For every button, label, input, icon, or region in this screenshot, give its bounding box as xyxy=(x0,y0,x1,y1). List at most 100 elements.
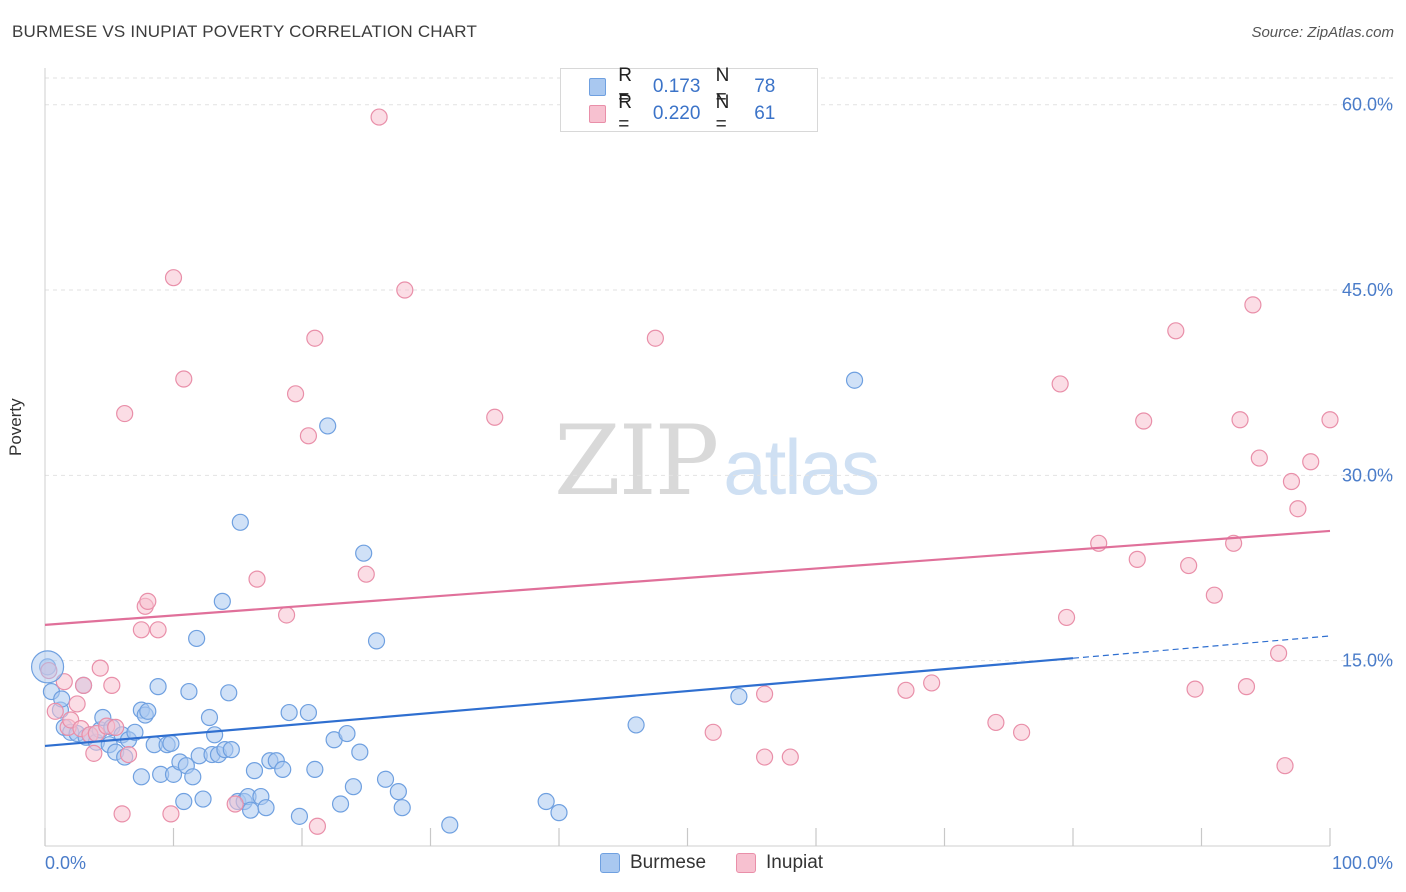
point-inupiat xyxy=(132,621,150,639)
legend-label-burmese: Burmese xyxy=(630,852,707,873)
point-inupiat xyxy=(1244,296,1262,314)
point-inupiat xyxy=(162,805,180,823)
point-burmese xyxy=(184,768,202,786)
point-burmese xyxy=(306,760,324,779)
point-burmese xyxy=(139,702,157,720)
x-tick-label-max: 100.0% xyxy=(1332,853,1393,873)
point-inupiat xyxy=(1269,644,1288,662)
point-burmese xyxy=(280,703,298,722)
point-inupiat xyxy=(646,329,664,347)
point-inupiat xyxy=(286,385,305,403)
point-burmese xyxy=(206,726,224,744)
point-burmese xyxy=(550,804,568,822)
legend-label-inupiat: Inupiat xyxy=(766,852,824,873)
point-inupiat xyxy=(149,621,167,639)
point-inupiat xyxy=(1135,412,1153,430)
point-inupiat xyxy=(1051,375,1069,393)
watermark-atlas: atlas xyxy=(723,423,880,511)
y-tick-label: 45.0% xyxy=(1342,280,1393,300)
point-inupiat xyxy=(755,685,774,703)
watermark-zip: ZIP xyxy=(554,405,719,517)
x-ticks xyxy=(44,828,1331,846)
point-burmese xyxy=(441,816,459,834)
point-burmese xyxy=(220,684,238,702)
point-inupiat xyxy=(164,269,183,287)
point-burmese xyxy=(376,770,395,788)
point-burmese xyxy=(290,807,309,825)
legend-n-value: 61 xyxy=(754,103,776,124)
point-inupiat xyxy=(74,676,93,694)
point-burmese xyxy=(299,703,318,722)
point-inupiat xyxy=(306,329,324,347)
y-tick-label: 15.0% xyxy=(1342,651,1393,671)
point-inupiat xyxy=(91,659,109,677)
point-burmese xyxy=(126,723,144,741)
point-inupiat xyxy=(1057,608,1076,627)
point-burmese xyxy=(319,417,337,435)
point-inupiat xyxy=(46,702,64,720)
point-inupiat xyxy=(1180,556,1198,575)
point-burmese xyxy=(245,762,264,780)
data-points xyxy=(30,108,1339,835)
point-burmese xyxy=(367,632,386,650)
x-tick-label-min: 0.0% xyxy=(45,853,86,873)
point-burmese xyxy=(188,629,206,648)
point-burmese xyxy=(242,801,260,819)
point-burmese xyxy=(389,783,407,801)
trend-line-burmese xyxy=(44,657,1074,748)
point-inupiat xyxy=(1321,411,1339,429)
chart-title: BURMESE VS INUPIAT POVERTY CORRELATION C… xyxy=(12,22,478,41)
legend-row-burmese: R = 0.173 N = 78 xyxy=(589,65,817,108)
point-burmese xyxy=(537,792,555,811)
legend-item-inupiat: Inupiat xyxy=(736,852,823,874)
point-burmese xyxy=(257,799,275,817)
point-burmese xyxy=(730,687,748,706)
point-inupiat xyxy=(103,676,121,694)
legend-swatch-inupiat xyxy=(589,105,607,123)
legend-n-label: N = xyxy=(715,65,730,108)
point-inupiat xyxy=(1186,680,1204,698)
point-inupiat xyxy=(1128,550,1146,568)
legend-r-label: R = xyxy=(618,65,632,108)
point-burmese xyxy=(355,544,373,562)
point-inupiat xyxy=(175,370,193,388)
point-burmese xyxy=(213,592,231,610)
legend-r-value: 0.173 xyxy=(652,76,701,97)
point-burmese xyxy=(845,371,864,389)
legend-swatch-burmese xyxy=(600,853,620,873)
legend-r-label: R = xyxy=(618,92,632,135)
point-inupiat xyxy=(704,723,722,741)
point-inupiat xyxy=(248,570,266,588)
trend-lines xyxy=(44,529,1331,748)
point-inupiat xyxy=(68,695,86,713)
source-label: Source: ZipAtlas.com xyxy=(1251,24,1394,41)
legend-item-burmese: Burmese xyxy=(600,852,706,874)
point-burmese xyxy=(338,724,356,743)
point-inupiat xyxy=(308,817,327,835)
point-burmese xyxy=(393,799,411,817)
point-inupiat xyxy=(139,592,157,610)
point-burmese xyxy=(180,682,198,701)
point-burmese xyxy=(627,716,645,734)
legend-row-inupiat: R = 0.220 N = 61 xyxy=(589,92,817,135)
point-inupiat xyxy=(1282,472,1301,491)
watermark: ZIPatlas xyxy=(554,405,880,517)
point-inupiat xyxy=(897,681,915,699)
point-burmese xyxy=(200,708,219,727)
point-inupiat xyxy=(987,713,1005,732)
point-inupiat xyxy=(277,606,296,624)
y-tick-label: 60.0% xyxy=(1342,95,1393,115)
point-inupiat xyxy=(781,748,799,766)
legend-swatch-inupiat xyxy=(736,853,757,873)
point-inupiat xyxy=(370,108,388,126)
point-burmese xyxy=(175,792,193,811)
point-inupiat xyxy=(1167,322,1185,340)
point-inupiat xyxy=(116,404,134,423)
point-inupiat xyxy=(55,673,73,691)
point-burmese xyxy=(344,778,362,796)
trend-line-inupiat xyxy=(44,529,1331,626)
point-inupiat xyxy=(119,745,138,764)
point-burmese xyxy=(162,734,180,753)
point-burmese xyxy=(132,768,150,786)
